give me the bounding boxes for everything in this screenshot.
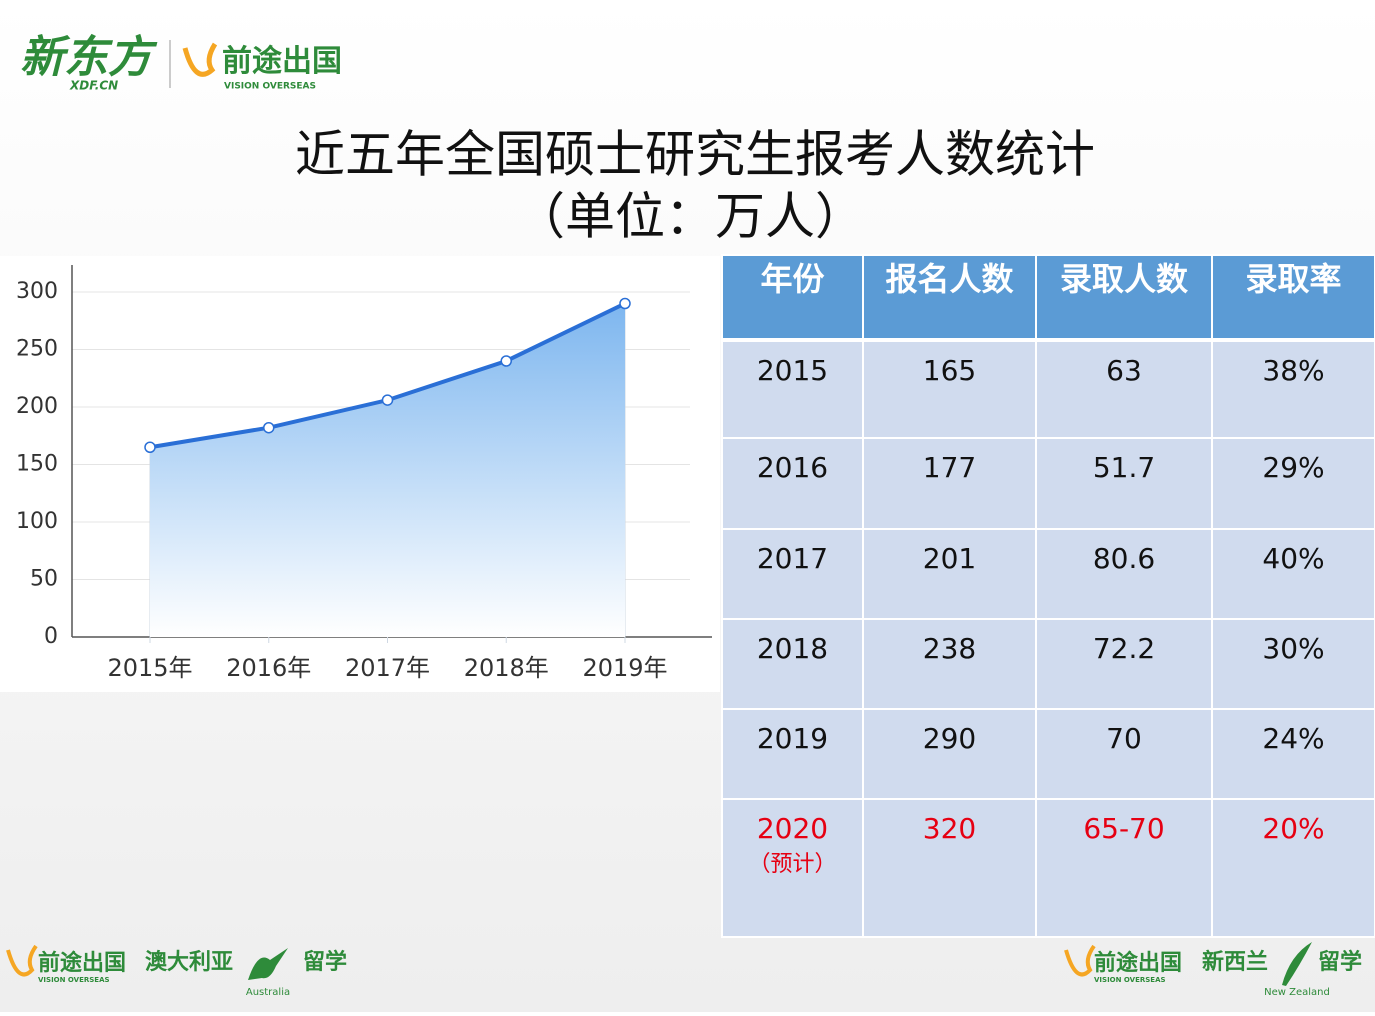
header-cell	[862, 254, 1037, 340]
y-tick-label: 250	[16, 337, 58, 362]
cell-text: 2015	[757, 354, 828, 387]
cell-text: 70	[1106, 722, 1142, 755]
cell	[862, 340, 1037, 439]
header-cell	[1035, 254, 1213, 340]
column-header: 年份	[760, 260, 824, 298]
area	[150, 303, 625, 637]
table: 年份 报名人数 录取人数 录取率 2015 165 63 38% 2016 177 51.7 29% 2…	[721, 254, 1375, 938]
column-header: 录取率	[1245, 260, 1341, 298]
title: 近五年全国硕士研究生报考人数统计	[295, 126, 1095, 184]
country-en: New Zealand	[1264, 987, 1330, 998]
x-tick-label: 2015年	[107, 654, 192, 682]
kangaroo-icon	[248, 948, 288, 980]
point	[500, 355, 512, 367]
cell-text: 24%	[1262, 722, 1324, 755]
partner-sub: VISION OVERSEAS	[38, 976, 110, 984]
cell	[1211, 798, 1375, 938]
cell-text: 201	[923, 542, 976, 575]
cell	[862, 708, 1037, 800]
partner: 前途出国	[222, 44, 342, 78]
cell-text: 2020	[757, 812, 828, 845]
cell-text: 320	[923, 812, 976, 845]
point	[381, 394, 394, 406]
cell-text: 72.2	[1093, 632, 1155, 665]
cell	[1211, 708, 1375, 800]
cell-text: 290	[923, 722, 976, 755]
cell	[721, 437, 864, 530]
cell-text: 238	[923, 632, 976, 665]
partner: 前途出国	[38, 950, 126, 975]
x-tick-label: 2019年	[582, 654, 667, 682]
cell-text: 2016	[757, 451, 828, 484]
cell	[721, 798, 864, 938]
cell-text: 38%	[1262, 354, 1324, 387]
column-header: 录取人数	[1060, 260, 1189, 298]
study: 留学	[1318, 949, 1362, 975]
footer-right: 前途出国 VISION OVERSEAS 新西兰 留学 New Zealand	[1064, 942, 1362, 998]
cell	[1211, 618, 1375, 710]
country-en: Australia	[246, 987, 290, 998]
x-tick-label: 2017年	[345, 654, 430, 682]
header-cell	[721, 254, 864, 340]
chart: 0 50 100 150 200 250 300 2015年 2016年 2017年 2018年 20…	[16, 265, 712, 682]
y-tick-label: 300	[16, 279, 58, 304]
estimate-note: （预计）	[748, 852, 836, 877]
cell-text: 2019	[757, 722, 828, 755]
brand: 新东方	[20, 32, 158, 83]
y-tick-label: 150	[16, 452, 58, 477]
point	[619, 297, 631, 310]
cell	[862, 798, 1037, 938]
partner-icon	[6, 944, 38, 977]
cell-text: 20%	[1262, 812, 1324, 845]
point	[144, 441, 156, 453]
cell-text: 40%	[1262, 542, 1324, 575]
partner: 前途出国	[1094, 950, 1182, 975]
partner-sub: VISION OVERSEAS	[1094, 976, 1166, 984]
cell-text: 51.7	[1093, 451, 1155, 484]
cell-text: 177	[923, 451, 976, 484]
cell	[862, 437, 1037, 530]
cell-text: 63	[1106, 354, 1142, 387]
cell-text: 65-70	[1083, 812, 1164, 845]
cell	[862, 618, 1037, 710]
cell	[1035, 798, 1213, 938]
y-tick-label: 100	[16, 509, 58, 534]
cell	[1035, 528, 1213, 620]
cell-text: 80.6	[1093, 542, 1155, 575]
country: 澳大利亚	[145, 949, 233, 975]
partner-icon	[1064, 944, 1096, 977]
cell-text: 2018	[757, 632, 828, 665]
point	[263, 421, 275, 434]
cell	[1211, 340, 1375, 439]
x-tick-label: 2016年	[226, 654, 311, 682]
cell	[1211, 437, 1375, 530]
cell-text: 29%	[1262, 451, 1324, 484]
brand-sub: XDF.CN	[69, 79, 118, 93]
study: 留学	[303, 949, 347, 975]
header-cell	[1211, 254, 1375, 340]
cell-text: 165	[923, 354, 976, 387]
fern-icon	[1282, 942, 1312, 986]
subtitle: （单位：万人）	[515, 188, 865, 246]
y-tick-label: 0	[44, 624, 58, 649]
cell	[1035, 618, 1213, 710]
partner-icon	[182, 42, 218, 77]
cell	[721, 528, 864, 620]
y-tick-label: 50	[30, 567, 58, 592]
footer-left: 前途出国 VISION OVERSEAS 澳大利亚 留学 Australia	[6, 944, 347, 998]
column-header: 报名人数	[885, 260, 1014, 298]
country: 新西兰	[1202, 949, 1268, 975]
cell-text: 30%	[1262, 632, 1324, 665]
partner-sub: VISION OVERSEAS	[224, 82, 316, 92]
x-tick-label: 2018年	[464, 654, 549, 682]
cell-text: 2017	[757, 542, 828, 575]
y-tick-label: 200	[16, 394, 58, 419]
